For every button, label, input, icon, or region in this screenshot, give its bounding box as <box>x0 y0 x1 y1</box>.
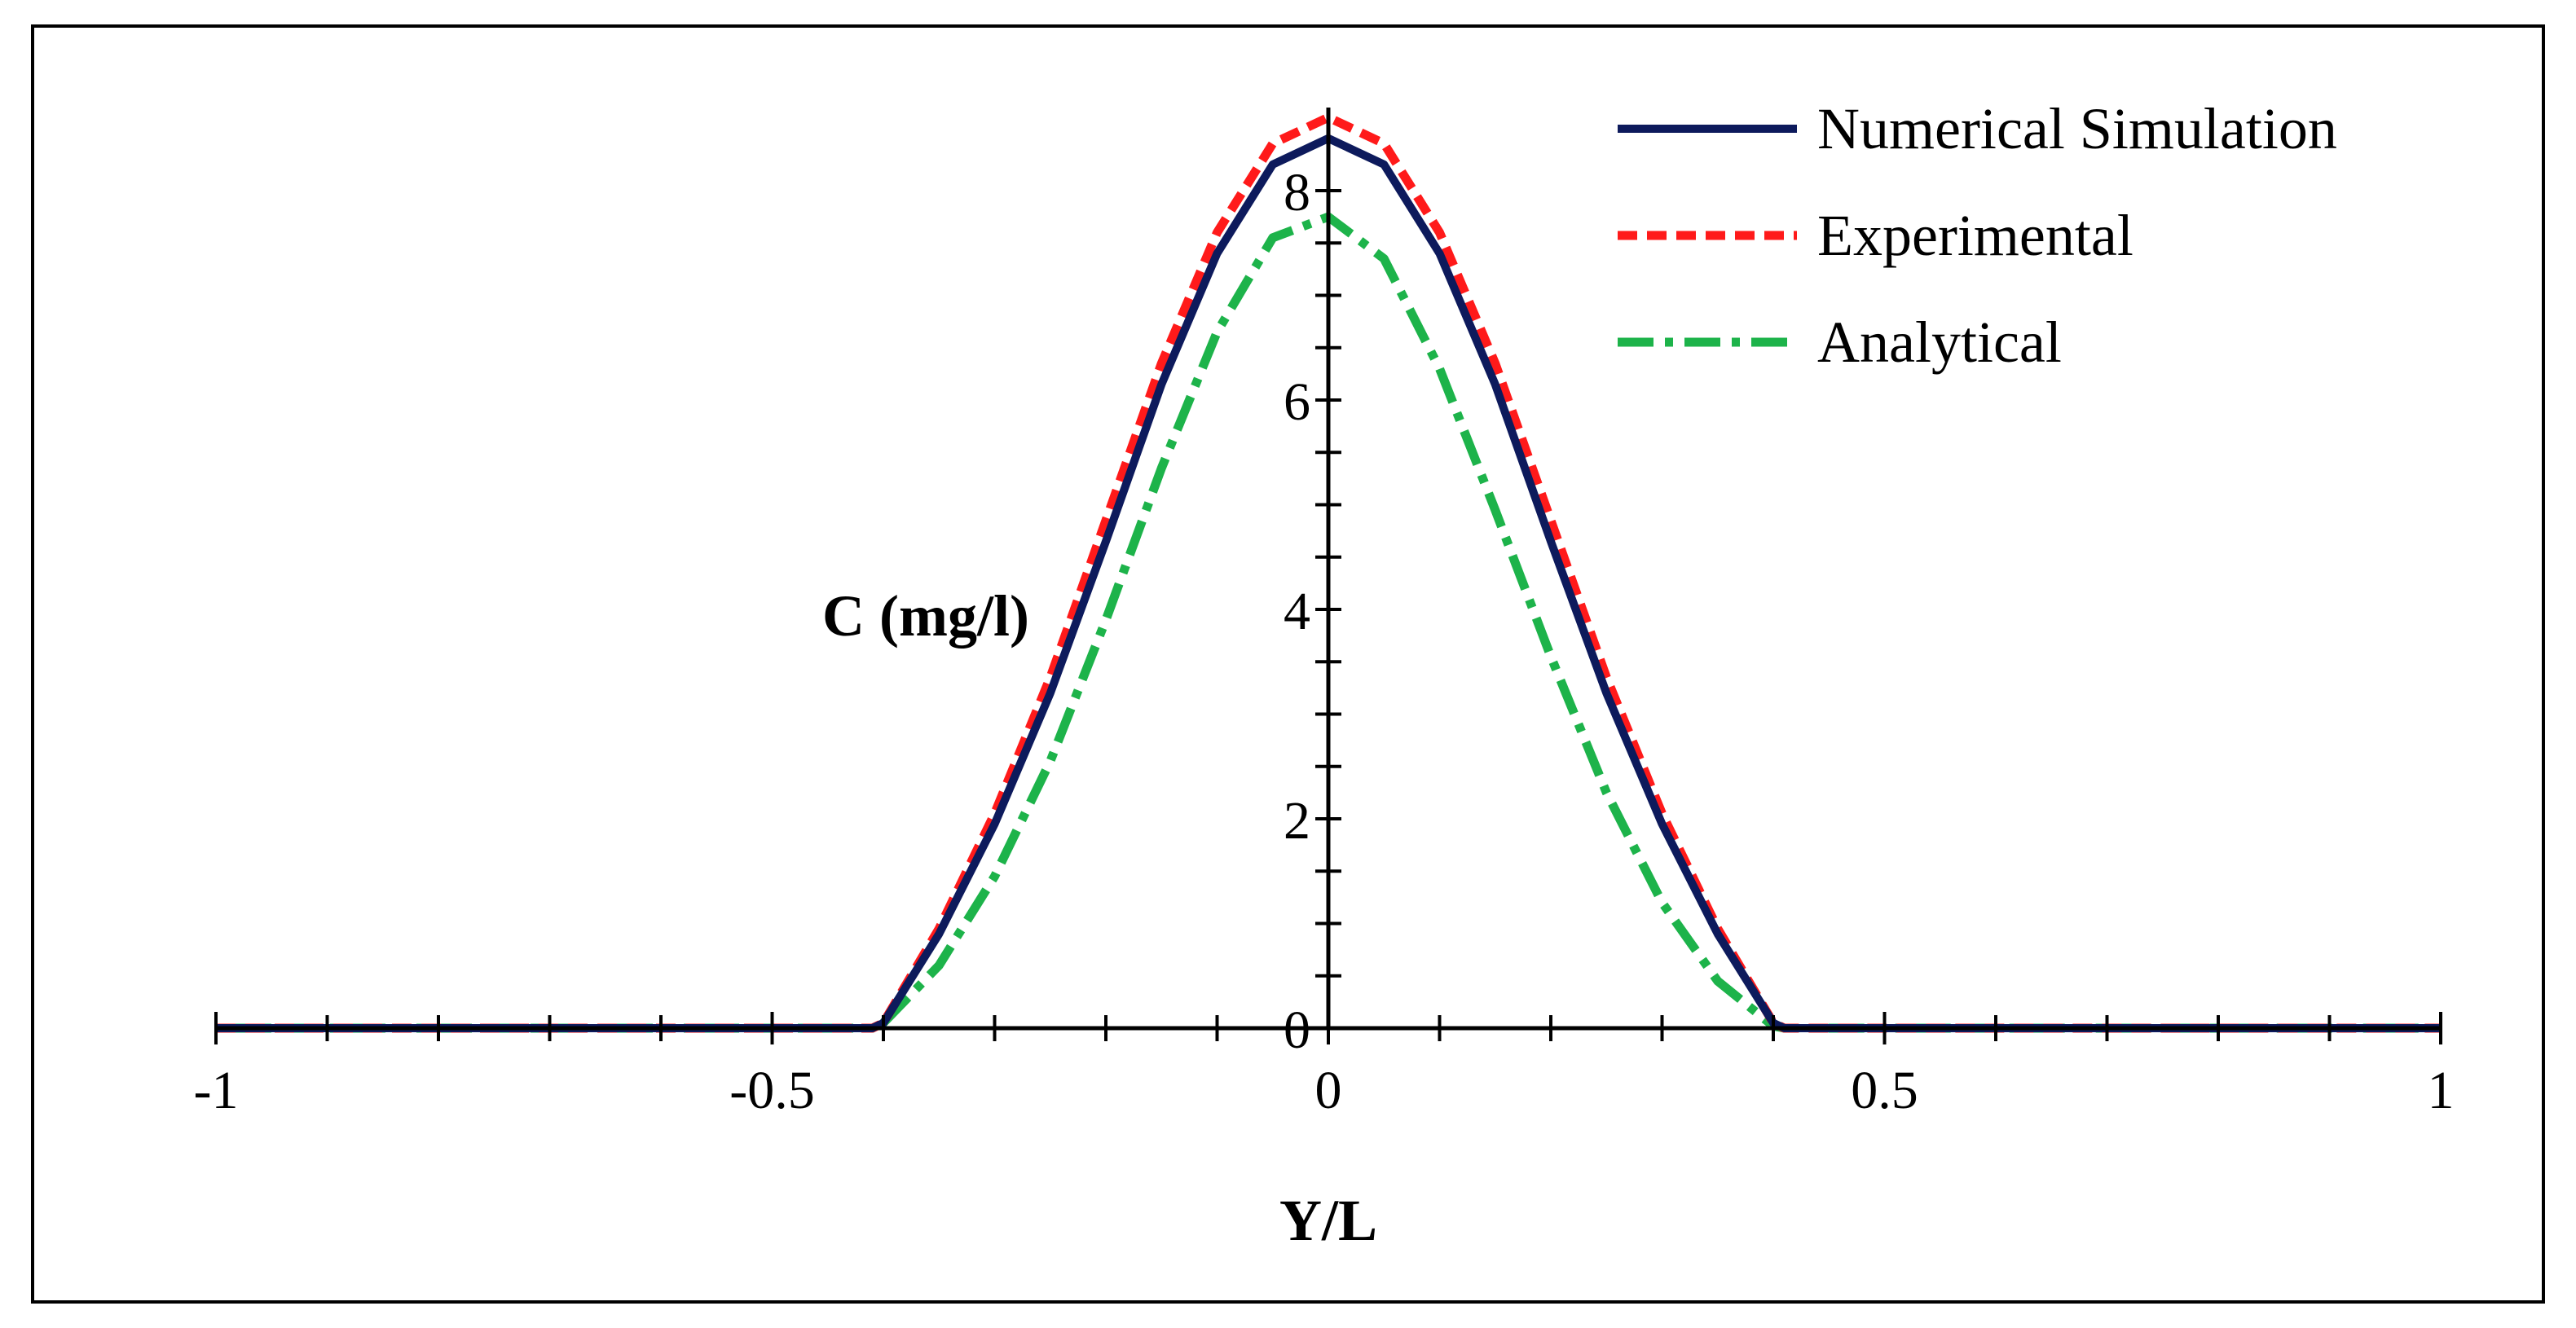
x-axis-title: Y/L <box>1279 1188 1377 1253</box>
x-tick-label: -0.5 <box>729 1061 814 1120</box>
y-tick-label: 2 <box>1284 791 1310 851</box>
y-tick-label: 8 <box>1284 163 1310 222</box>
ticks-layer: -1 -0.5 0 0.5 1 0 2 4 6 8 <box>194 163 2455 1120</box>
y-tick-label: 4 <box>1284 582 1310 641</box>
figure-frame <box>31 24 2545 1304</box>
x-tick-label: 0 <box>1315 1061 1342 1120</box>
y-tick-label: 0 <box>1284 1000 1310 1060</box>
legend-label-experimental: Experimental <box>1817 203 2133 268</box>
legend-label-analytical: Analytical <box>1817 310 2062 375</box>
x-tick-label: 1 <box>2428 1061 2455 1120</box>
legend: Numerical Simulation Experimental Analytic… <box>1618 96 2337 375</box>
x-tick-label: -1 <box>194 1061 239 1120</box>
y-axis-title: C (mg/l) <box>822 583 1029 649</box>
y-tick-label: 6 <box>1284 372 1310 432</box>
legend-label-numerical-simulation: Numerical Simulation <box>1817 96 2337 161</box>
x-tick-label: 0.5 <box>1851 1061 1918 1120</box>
